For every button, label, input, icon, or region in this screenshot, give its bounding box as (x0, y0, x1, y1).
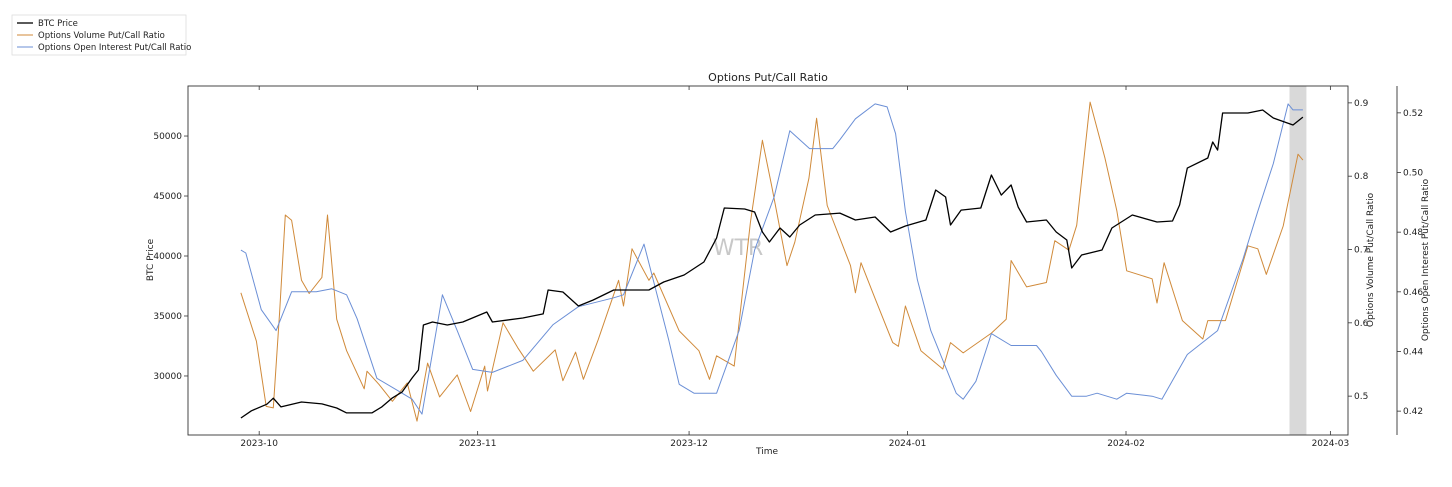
volume-tick-label: 0.5 (1354, 392, 1368, 402)
oi-tick-label: 0.50 (1403, 169, 1423, 179)
x-tick-label: 2024-03 (1312, 439, 1350, 449)
x-tick-label: 2024-02 (1107, 439, 1145, 449)
y-axis-label-volume: Options Volume Put/Call Ratio (1366, 192, 1376, 327)
x-tick-label: 2023-11 (459, 439, 497, 449)
axes-layer: 2023-10 2023-11 2023-12 2024-01 2024-02 2024-… (153, 85, 1423, 449)
x-tick-label: 2023-12 (670, 439, 708, 449)
oi-tick-label: 0.52 (1403, 109, 1423, 119)
oi-tick-label: 0.46 (1403, 288, 1423, 298)
btc-tick-label: 40000 (153, 252, 182, 262)
series-line-oi-put-call (240, 103, 1303, 415)
shaded-region (1289, 86, 1307, 435)
btc-tick-label: 35000 (153, 312, 182, 322)
series-line-btc-price (240, 109, 1304, 419)
chart-title: Options Put/Call Ratio (708, 71, 828, 84)
legend: BTC Price Options Volume Put/Call Ratio … (11, 14, 191, 56)
y-axis-label-oi: Options Open Interest Put/Call Ratio (1421, 178, 1431, 341)
volume-tick-label: 0.8 (1354, 172, 1369, 182)
legend-label-volume: Options Volume Put/Call Ratio (38, 31, 165, 41)
volume-tick-label: 0.7 (1354, 246, 1368, 256)
oi-tick-label: 0.48 (1403, 228, 1423, 238)
volume-tick-label: 0.6 (1354, 319, 1369, 329)
series-layer (240, 101, 1304, 422)
btc-tick-label: 50000 (153, 132, 182, 142)
x-axis-label: Time (755, 447, 778, 457)
legend-label-oi: Options Open Interest Put/Call Ratio (38, 43, 191, 53)
x-tick-label: 2023-10 (240, 439, 278, 449)
volume-tick-label: 0.9 (1354, 99, 1369, 109)
btc-tick-label: 45000 (153, 192, 182, 202)
plot-frame (187, 85, 1349, 436)
oi-tick-label: 0.44 (1403, 347, 1423, 357)
x-tick-label: 2024-01 (889, 439, 927, 449)
legend-label-btc: BTC Price (38, 19, 78, 29)
btc-tick-label: 30000 (153, 372, 182, 382)
oi-tick-label: 0.42 (1403, 407, 1423, 417)
series-line-volume-put-call (240, 101, 1304, 422)
y-axis-label-btc: BTC Price (146, 238, 156, 281)
legend-box (11, 14, 187, 56)
